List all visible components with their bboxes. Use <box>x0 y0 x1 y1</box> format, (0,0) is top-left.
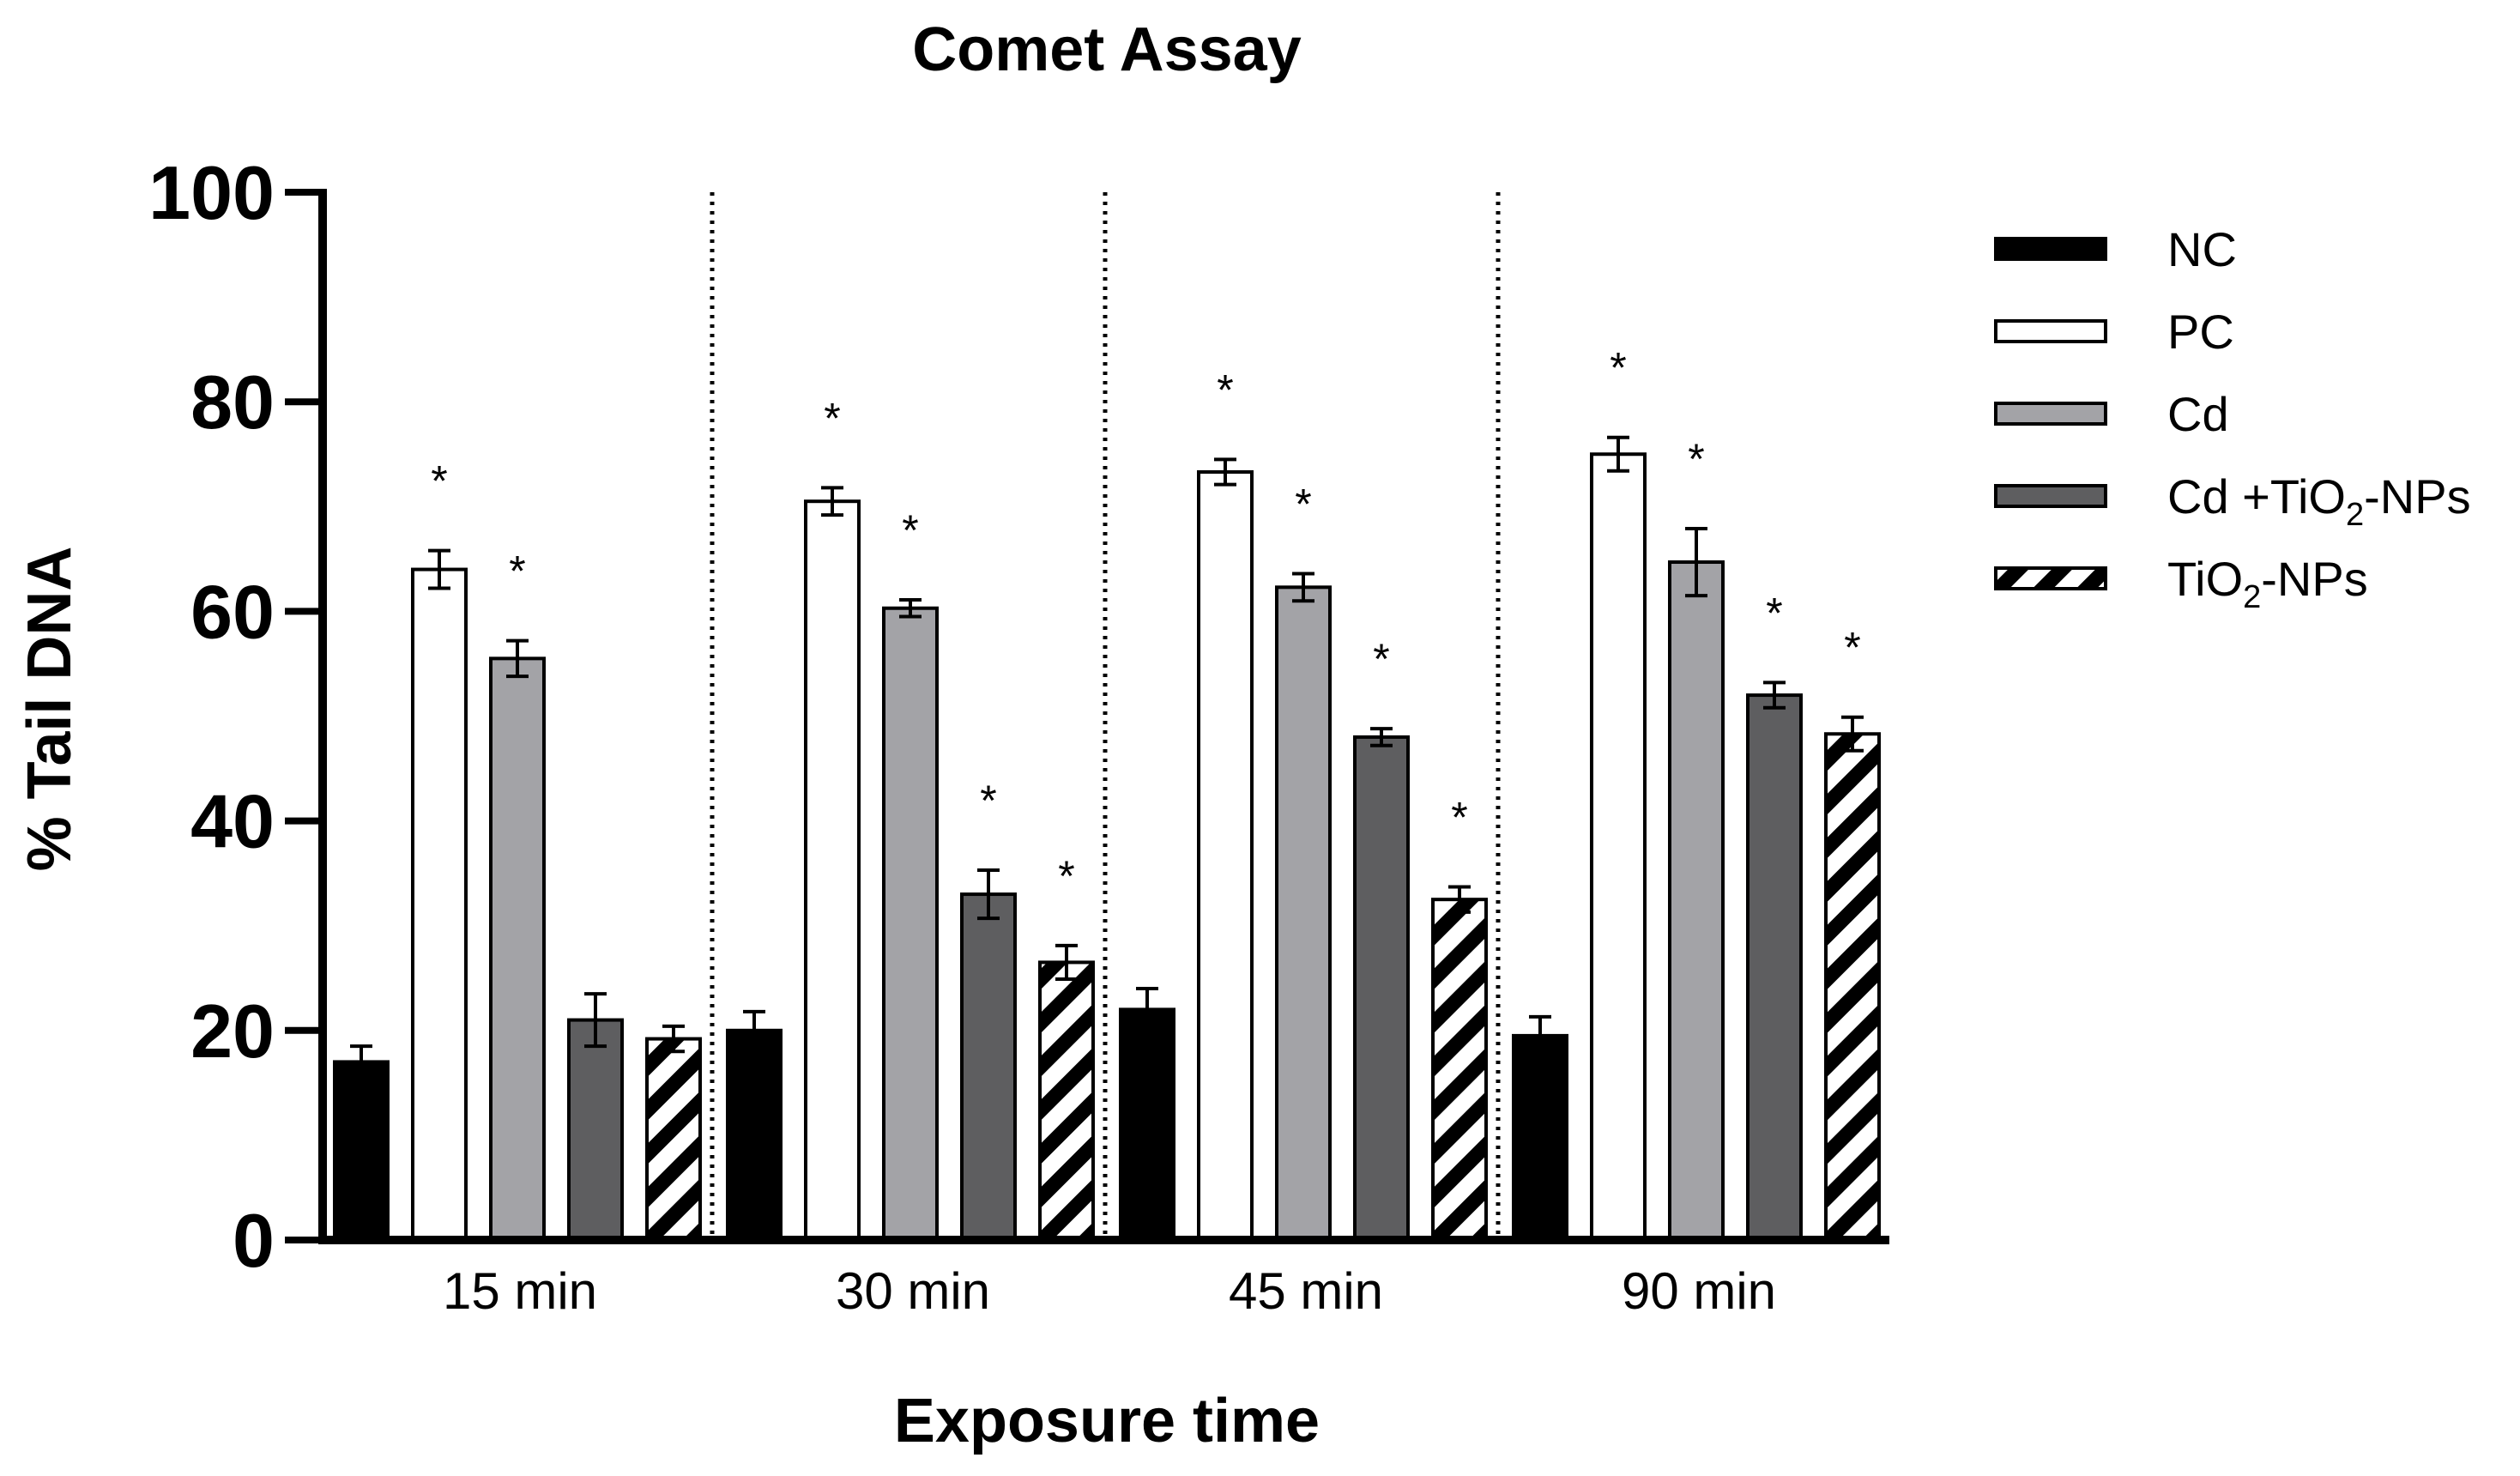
legend-label: PC <box>2167 305 2234 359</box>
legend-swatch <box>1994 402 2107 426</box>
significance-star: * <box>509 547 525 596</box>
bar-pc-90-min <box>1590 452 1647 1242</box>
bar-tio2-nps-45-min <box>1431 898 1488 1243</box>
x-tick-label: 90 min <box>1622 1262 1776 1320</box>
legend-label: Cd <box>2167 387 2229 441</box>
bar-cd-tio2-nps-30-min <box>960 892 1017 1242</box>
bar-cd-45-min <box>1275 585 1332 1242</box>
legend-label: TiO2-NPs <box>2167 552 2368 615</box>
significance-star: * <box>1217 366 1233 414</box>
bar-cd-tio2-nps-90-min <box>1746 693 1803 1242</box>
significance-star: * <box>902 506 918 554</box>
chart-title: Comet Assay <box>912 15 1302 84</box>
bar-cd-15-min <box>489 656 546 1242</box>
significance-star: * <box>431 457 447 505</box>
x-axis-label: Exposure time <box>894 1387 1320 1455</box>
bar-tio2-nps-90-min <box>1824 732 1881 1242</box>
bar-tio2-nps-30-min <box>1038 960 1095 1243</box>
legend-swatch <box>1994 237 2107 261</box>
bar-pc-30-min <box>804 499 861 1242</box>
bar-cd-30-min <box>882 606 939 1242</box>
x-tick-labels: 15 min 30 min 45 min 90 min <box>443 1262 1776 1320</box>
bar-pc-15-min <box>411 567 468 1242</box>
x-tick-label: 30 min <box>836 1262 990 1320</box>
bar-nc-45-min <box>1119 1007 1175 1242</box>
significance-star: * <box>1058 852 1074 900</box>
legend: NC PC Cd Cd +TiO2-NPs TiO2-NPs <box>1994 222 2471 615</box>
y-tick-labels: 0 20 40 60 80 100 <box>148 150 323 1283</box>
bar-nc-15-min <box>333 1060 390 1243</box>
bar-tio2-nps-15-min <box>645 1037 702 1242</box>
significance-markers: * * * * * * * * * * * * * * <box>431 344 1860 900</box>
y-tick-label: 40 <box>190 779 275 864</box>
significance-star: * <box>824 394 840 442</box>
legend-label: Cd +TiO2-NPs <box>2167 469 2471 533</box>
legend-swatch <box>1994 566 2107 590</box>
significance-star: * <box>980 777 996 825</box>
significance-star: * <box>1610 344 1626 392</box>
y-tick-label: 80 <box>190 360 275 445</box>
significance-star: * <box>1844 624 1860 672</box>
x-tick-label: 45 min <box>1229 1262 1383 1320</box>
bar-cd-tio2-nps-15-min <box>567 1018 624 1242</box>
bar-nc-30-min <box>726 1028 783 1243</box>
bar-cd-tio2-nps-45-min <box>1353 735 1410 1242</box>
error-bars <box>350 435 1864 1080</box>
bar-nc-90-min <box>1512 1033 1568 1243</box>
y-tick-label: 20 <box>190 989 275 1074</box>
significance-star: * <box>1451 794 1467 842</box>
significance-star: * <box>1688 435 1704 483</box>
axes <box>318 189 1889 1244</box>
legend-label: NC <box>2167 222 2237 276</box>
x-tick-label: 15 min <box>443 1262 597 1320</box>
y-tick-label: 60 <box>190 569 275 654</box>
significance-star: * <box>1295 480 1311 528</box>
legend-swatch <box>1994 484 2107 508</box>
bar-pc-45-min <box>1197 470 1254 1242</box>
y-tick-label: 0 <box>233 1198 275 1283</box>
bar-cd-90-min <box>1668 560 1725 1242</box>
y-axis-label: % Tail DNA <box>15 547 84 872</box>
legend-swatch <box>1994 319 2107 343</box>
significance-star: * <box>1766 589 1782 637</box>
bars <box>333 452 1881 1243</box>
y-tick-label: 100 <box>148 150 275 235</box>
significance-star: * <box>1373 635 1389 683</box>
